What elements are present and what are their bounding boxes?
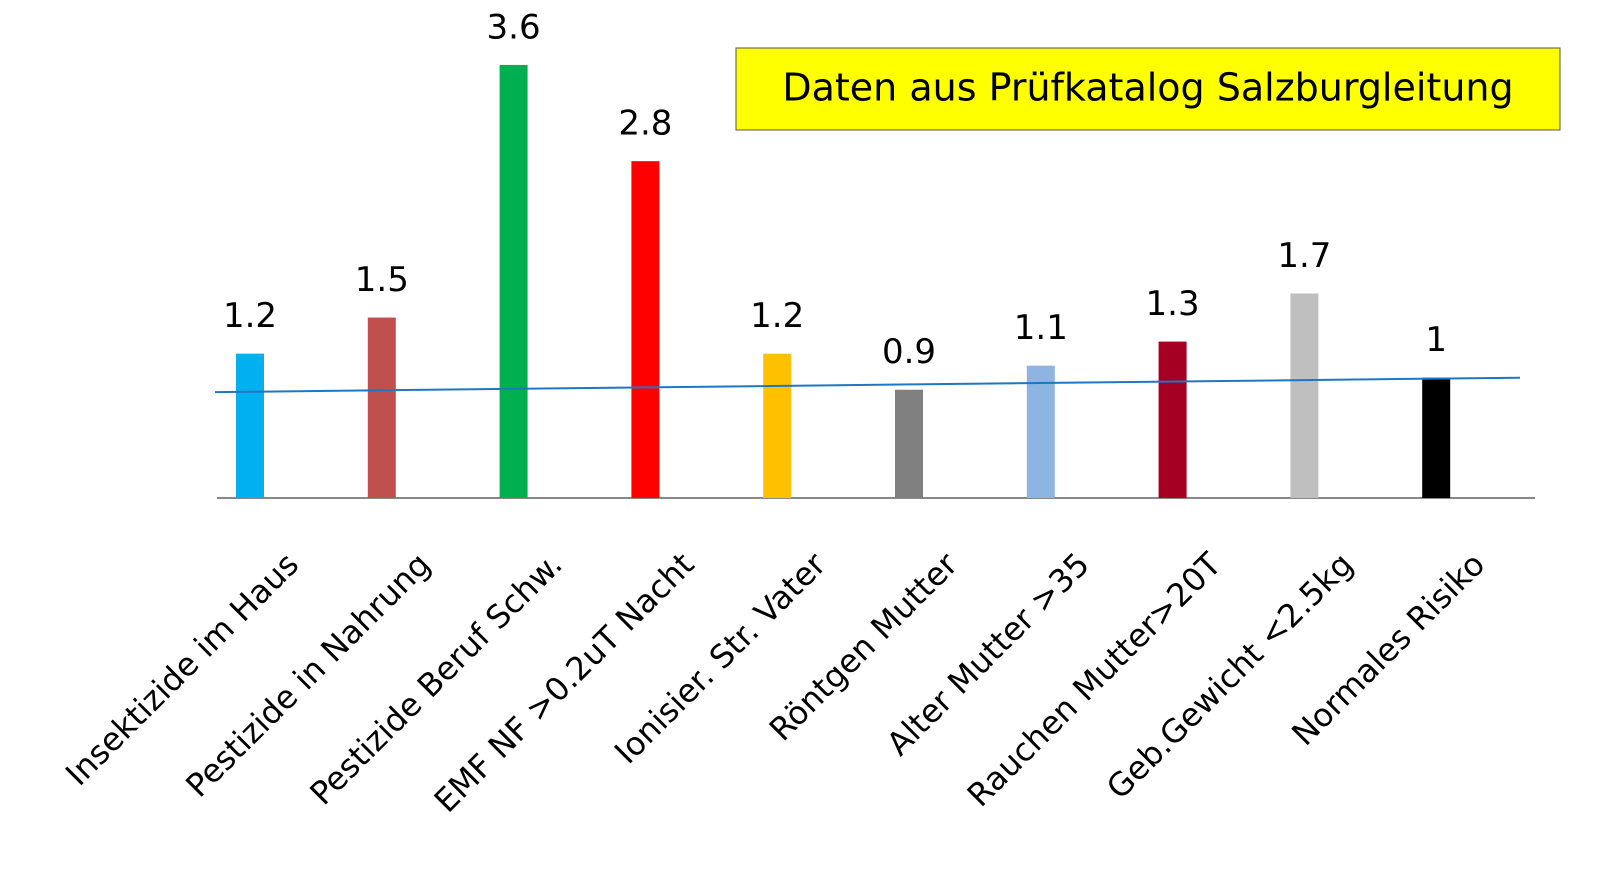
data-label: 1 — [1425, 320, 1447, 360]
x-tick-label: Geb.Gewicht <2.5kg — [1099, 545, 1360, 806]
data-label: 1.5 — [355, 260, 409, 300]
data-label: 2.8 — [618, 104, 672, 144]
x-tick-label: Rauchen Mutter>20T — [960, 545, 1229, 814]
data-label: 1.2 — [750, 296, 804, 336]
x-tick-label: Pestizide Beruf Schw. — [302, 545, 569, 812]
x-tick-label: EMF NF >0.2uT Nacht — [427, 545, 702, 820]
data-label: 1.3 — [1146, 284, 1200, 324]
bar — [1158, 341, 1187, 498]
bar — [1290, 293, 1319, 498]
bar — [236, 353, 264, 498]
bar — [499, 64, 528, 499]
x-tick-label: Insektizide im Haus — [58, 545, 306, 793]
bar — [1422, 377, 1451, 498]
chart-title: Daten aus Prüfkatalog Salzburgleitung — [782, 66, 1513, 110]
trend-line — [214, 376, 1521, 394]
bar — [367, 317, 396, 498]
x-tick-label: Pestizide in Nahrung — [178, 545, 438, 805]
title-box — [735, 47, 1561, 131]
data-label: 3.6 — [487, 7, 541, 47]
bar — [763, 353, 792, 498]
bar — [1026, 365, 1055, 498]
bar — [631, 161, 660, 498]
data-label: 1.2 — [223, 296, 277, 336]
data-label: 1.1 — [1014, 308, 1068, 348]
data-label: 0.9 — [882, 332, 936, 372]
data-label: 1.7 — [1277, 236, 1331, 276]
bar — [895, 389, 923, 498]
